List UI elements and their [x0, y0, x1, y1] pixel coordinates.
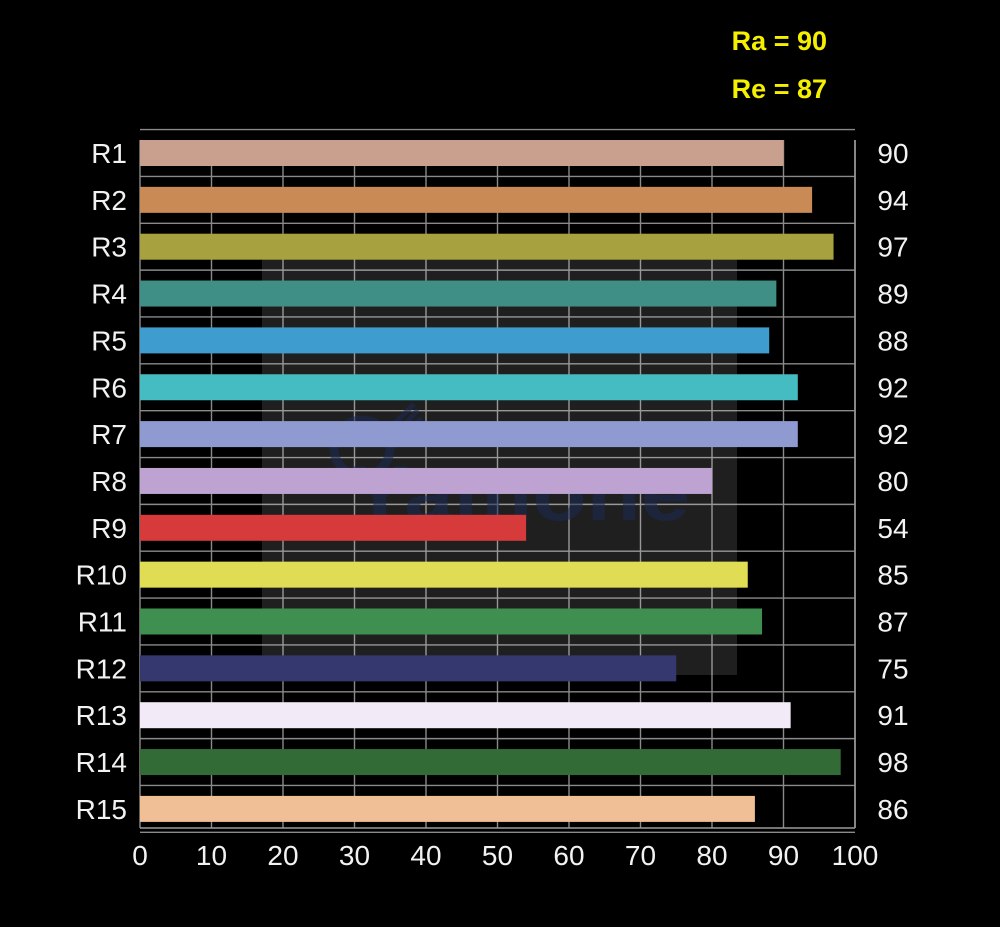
re-value: Re = 87 — [732, 74, 827, 104]
value-label: 88 — [877, 325, 908, 356]
bar-r15 — [140, 795, 755, 822]
x-tick-label: 100 — [832, 840, 879, 871]
category-label: R10 — [76, 560, 127, 591]
category-label: R5 — [91, 325, 127, 356]
value-label: 87 — [877, 607, 908, 638]
value-label: 80 — [877, 466, 908, 497]
x-tick-label: 0 — [132, 840, 148, 871]
value-label: 94 — [877, 185, 908, 216]
value-label: 98 — [877, 747, 908, 778]
category-label: R4 — [91, 279, 127, 310]
category-label: R1 — [91, 138, 127, 169]
category-label: R2 — [91, 185, 127, 216]
x-tick-label: 50 — [482, 840, 513, 871]
bar-r5 — [140, 327, 770, 354]
bar-r13 — [140, 702, 791, 729]
value-label: 92 — [877, 419, 908, 450]
category-label: R14 — [76, 747, 127, 778]
value-label: 85 — [877, 560, 908, 591]
x-tick-label: 30 — [339, 840, 370, 871]
bars-layer — [140, 140, 841, 822]
x-tick-label: 60 — [553, 840, 584, 871]
category-label: R9 — [91, 513, 127, 544]
category-label: R13 — [76, 700, 127, 731]
bar-r12 — [140, 655, 677, 682]
value-label: 92 — [877, 372, 908, 403]
bar-r6 — [140, 374, 798, 401]
bar-r11 — [140, 608, 763, 635]
ra-value: Ra = 90 — [732, 26, 827, 56]
x-tick-label: 90 — [768, 840, 799, 871]
category-label: R12 — [76, 653, 127, 684]
value-label: 75 — [877, 653, 908, 684]
value-label: 54 — [877, 513, 908, 544]
value-label: 86 — [877, 794, 908, 825]
x-tick-label: 20 — [267, 840, 298, 871]
bar-r2 — [140, 186, 813, 213]
x-tick-label: 10 — [196, 840, 227, 871]
category-label: R6 — [91, 372, 127, 403]
value-label: 89 — [877, 279, 908, 310]
labels-layer: R1 90 R2 94 R3 97 R4 89 R5 88 R6 92 R7 92 R8 80 R9 54 R10 8… — [76, 138, 909, 871]
category-label: R3 — [91, 232, 127, 263]
bar-r9 — [140, 514, 527, 541]
category-label: R7 — [91, 419, 127, 450]
x-tick-label: 40 — [410, 840, 441, 871]
bar-r1 — [140, 140, 784, 166]
value-label: 97 — [877, 232, 908, 263]
bar-r4 — [140, 280, 777, 307]
value-label: 90 — [877, 138, 908, 169]
bar-r8 — [140, 467, 712, 494]
bar-r14 — [140, 749, 841, 776]
category-label: R11 — [78, 607, 127, 638]
x-tick-label: 70 — [625, 840, 656, 871]
x-tick-label: 80 — [696, 840, 727, 871]
bar-r3 — [140, 233, 834, 260]
bar-r10 — [140, 561, 748, 588]
value-label: 91 — [877, 700, 908, 731]
category-label: R15 — [76, 794, 127, 825]
category-label: R8 — [91, 466, 127, 497]
bar-r7 — [140, 421, 798, 448]
